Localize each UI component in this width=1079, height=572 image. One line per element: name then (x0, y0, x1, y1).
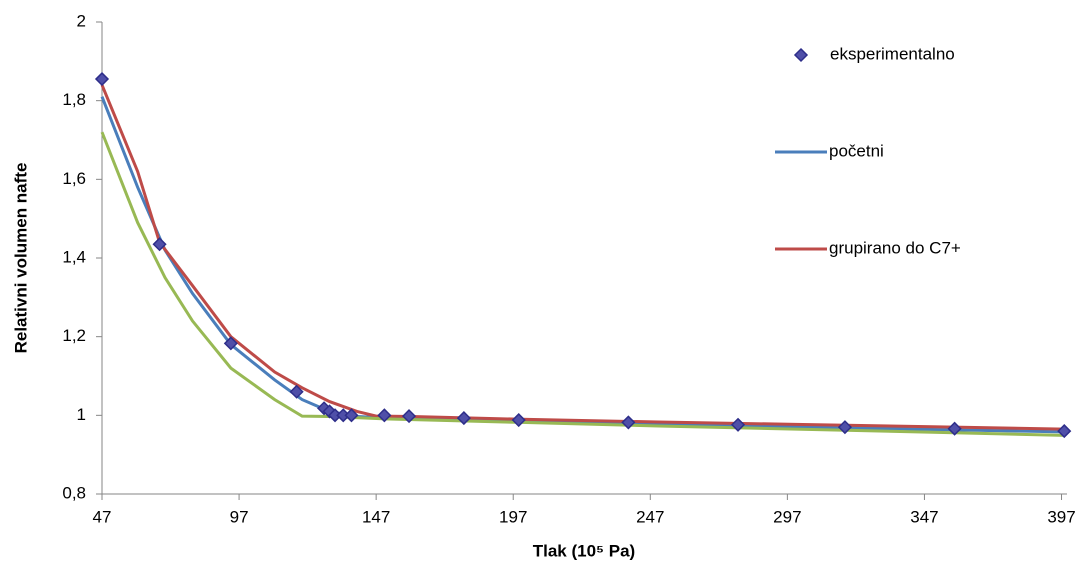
y-tick-label: 1,4 (62, 247, 86, 266)
legend-label: početni (829, 141, 884, 160)
y-axis-title: Relativni volumen nafte (11, 163, 30, 354)
data-point (322, 404, 337, 419)
data-point (947, 421, 962, 436)
data-point (377, 408, 392, 423)
x-tick-label: 97 (230, 507, 249, 526)
data-point (289, 384, 304, 399)
x-tick-label: 347 (910, 507, 938, 526)
line-series (100, 131, 1065, 437)
line-series (100, 84, 1065, 431)
y-tick-label: 1,8 (62, 90, 86, 109)
data-point (94, 71, 110, 87)
y-tick-label: 1,6 (62, 169, 86, 188)
data-point (456, 411, 471, 426)
y-tick-label: 0,8 (62, 483, 86, 502)
data-point (837, 420, 853, 435)
x-tick-label: 397 (1047, 507, 1075, 526)
legend-label: eksperimentalno (830, 44, 955, 63)
data-point (152, 237, 167, 252)
data-point (223, 336, 238, 351)
x-tick-label: 197 (499, 507, 527, 526)
x-axis-title: Tlak (10⁵ Pa) (533, 541, 635, 560)
legend-marker (793, 47, 809, 63)
data-point (511, 412, 526, 428)
y-tick-label: 2 (77, 11, 86, 30)
x-tick-label: 47 (93, 507, 112, 526)
data-point (730, 417, 746, 432)
line-series (100, 96, 1065, 434)
data-point (344, 408, 359, 423)
y-tick-label: 1 (77, 405, 86, 424)
x-tick-label: 297 (773, 507, 801, 526)
data-point (401, 409, 417, 424)
legend-label: grupirano do C7+ (829, 238, 961, 257)
x-tick-label: 147 (362, 507, 390, 526)
data-point (1057, 424, 1072, 439)
y-tick-label: 1,2 (62, 326, 86, 345)
x-tick-label: 247 (636, 507, 664, 526)
data-point (621, 415, 636, 430)
